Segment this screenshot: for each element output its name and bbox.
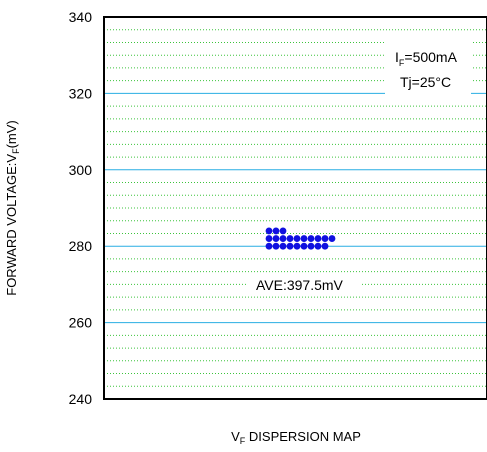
- average-annotation: AVE:397.5mV: [256, 277, 344, 293]
- data-point: [272, 227, 280, 235]
- data-point: [300, 242, 308, 250]
- y-tick-label: 300: [69, 162, 93, 178]
- x-axis-title: VF DISPERSION MAP: [231, 429, 361, 446]
- data-point: [321, 242, 329, 250]
- minor-grid: [104, 29, 487, 387]
- data-point: [279, 227, 287, 235]
- data-point: [314, 235, 322, 242]
- y-tick-label: 320: [69, 85, 93, 101]
- data-point: [307, 242, 315, 250]
- y-tick-label: 240: [69, 391, 93, 407]
- y-tick-label: 280: [69, 238, 93, 254]
- y-tick-label: 340: [69, 9, 93, 25]
- data-point: [328, 235, 336, 242]
- y-tick-label: 260: [69, 315, 93, 331]
- data-point: [293, 242, 301, 250]
- data-point: [265, 235, 273, 242]
- data-point: [286, 242, 294, 250]
- data-point: [286, 235, 294, 242]
- data-point: [279, 242, 287, 250]
- plot-frame: [103, 16, 487, 400]
- data-point: [321, 235, 329, 242]
- data-points: [265, 227, 336, 250]
- data-point: [314, 242, 322, 250]
- data-point: [272, 242, 280, 250]
- data-point: [265, 227, 273, 235]
- data-point: [272, 235, 280, 242]
- data-point: [307, 235, 315, 242]
- data-point: [300, 235, 308, 242]
- condition-temperature-label: Tj=25°C: [400, 74, 451, 90]
- y-axis-title: FORWARD VOLTAGE:VF(mV): [4, 120, 21, 296]
- average-annotation-bg: [246, 275, 362, 295]
- condition-annotation-bg: [385, 40, 471, 98]
- data-point: [265, 242, 273, 250]
- condition-current-label: IF=500mA: [395, 49, 458, 68]
- data-point: [293, 235, 301, 242]
- y-axis-ticks: 240 260 280 300 320 340: [69, 9, 93, 407]
- data-point: [279, 235, 287, 242]
